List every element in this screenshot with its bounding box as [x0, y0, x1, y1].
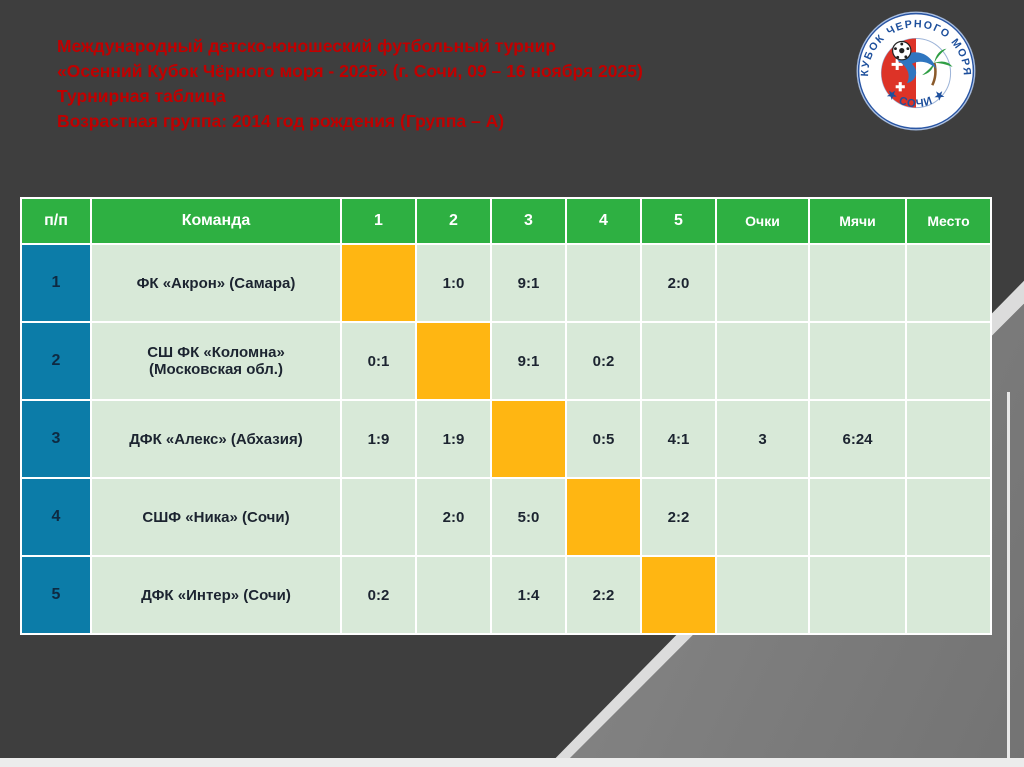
score-cell: 1:9 — [415, 399, 492, 479]
goals-cell: 6:24 — [808, 399, 907, 479]
header-points: Очки — [715, 197, 810, 245]
team-name: ФК «Акрон» (Самара) — [90, 243, 342, 323]
score-cell: 0:2 — [340, 555, 417, 635]
score-cell: 2:0 — [640, 243, 717, 323]
points-cell — [715, 243, 810, 323]
place-cell — [905, 555, 992, 635]
score-cell — [565, 243, 642, 323]
score-cell — [415, 555, 492, 635]
place-cell — [905, 477, 992, 557]
team-name: СШ ФК «Коломна» (Московская обл.) — [90, 321, 342, 401]
score-cell: 2:2 — [640, 477, 717, 557]
tournament-logo-badge: КУБОК ЧЕРНОГО МОРЯ ★ СОЧИ ★ — [856, 11, 976, 131]
logo-cross-icon — [895, 82, 905, 92]
tournament-logo: КУБОК ЧЕРНОГО МОРЯ ★ СОЧИ ★ — [855, 10, 977, 132]
score-cell: 1:0 — [415, 243, 492, 323]
score-cell: 0:2 — [565, 321, 642, 401]
header-team: Команда — [90, 197, 342, 245]
points-cell — [715, 555, 810, 635]
tournament-table: п/п Команда 1 2 3 4 5 Очки Мячи Место 1 … — [20, 197, 992, 635]
goals-cell — [808, 477, 907, 557]
row-number: 5 — [20, 555, 92, 635]
title-line-3: Турнирная таблица — [57, 86, 226, 106]
header-num: п/п — [20, 197, 92, 245]
points-cell: 3 — [715, 399, 810, 479]
header-col-2: 2 — [415, 197, 492, 245]
score-cell: 4:1 — [640, 399, 717, 479]
score-cell — [340, 477, 417, 557]
points-cell — [715, 321, 810, 401]
diagonal-cell — [415, 321, 492, 401]
table-row: 5 ДФК «Интер» (Сочи) 0:2 1:4 2:2 — [20, 555, 992, 635]
score-cell: 9:1 — [490, 243, 567, 323]
title-line-4: Возрастная группа: 2014 год рождения (Гр… — [57, 111, 505, 131]
score-cell: 1:4 — [490, 555, 567, 635]
header-col-4: 4 — [565, 197, 642, 245]
score-cell: 2:0 — [415, 477, 492, 557]
table-row: 1 ФК «Акрон» (Самара) 1:0 9:1 2:0 — [20, 243, 992, 323]
row-number: 3 — [20, 399, 92, 479]
palm-trunk-icon — [931, 62, 937, 86]
soccer-ball-icon — [892, 40, 912, 61]
title-line-2: «Осенний Кубок Чёрного моря - 2025» (г. … — [57, 61, 643, 81]
points-cell — [715, 477, 810, 557]
place-cell — [905, 243, 992, 323]
score-cell: 0:5 — [565, 399, 642, 479]
row-number: 2 — [20, 321, 92, 401]
diagonal-cell — [340, 243, 417, 323]
diagonal-cell — [490, 399, 567, 479]
row-number: 1 — [20, 243, 92, 323]
place-cell — [905, 321, 992, 401]
header-col-3: 3 — [490, 197, 567, 245]
goals-cell — [808, 243, 907, 323]
header-place: Место — [905, 197, 992, 245]
diagonal-cell — [565, 477, 642, 557]
table-row: 2 СШ ФК «Коломна» (Московская обл.) 0:1 … — [20, 321, 992, 401]
score-cell — [640, 321, 717, 401]
score-cell: 1:9 — [340, 399, 417, 479]
logo-cross-icon — [891, 58, 903, 70]
header-col-1: 1 — [340, 197, 417, 245]
header-goals: Мячи — [808, 197, 907, 245]
dolphin-icon — [897, 52, 937, 84]
team-name: СШФ «Ника» (Сочи) — [90, 477, 342, 557]
team-name: ДФК «Интер» (Сочи) — [90, 555, 342, 635]
table-row: 3 ДФК «Алекс» (Абхазия) 1:9 1:9 0:5 4:1 … — [20, 399, 992, 479]
header-col-5: 5 — [640, 197, 717, 245]
bottom-accent-strip — [0, 758, 1024, 767]
score-cell: 5:0 — [490, 477, 567, 557]
diagonal-cell — [640, 555, 717, 635]
score-cell: 2:2 — [565, 555, 642, 635]
team-name: ДФК «Алекс» (Абхазия) — [90, 399, 342, 479]
score-cell: 9:1 — [490, 321, 567, 401]
table-header-row: п/п Команда 1 2 3 4 5 Очки Мячи Место — [20, 197, 992, 245]
right-accent-line — [1007, 392, 1010, 767]
title-line-1: Международный детско-юношеский футбольны… — [57, 36, 557, 56]
table-row: 4 СШФ «Ника» (Сочи) 2:0 5:0 2:2 — [20, 477, 992, 557]
row-number: 4 — [20, 477, 92, 557]
place-cell — [905, 399, 992, 479]
score-cell: 0:1 — [340, 321, 417, 401]
goals-cell — [808, 555, 907, 635]
goals-cell — [808, 321, 907, 401]
slide-title: Международный детско-юношеский футбольны… — [57, 34, 817, 134]
